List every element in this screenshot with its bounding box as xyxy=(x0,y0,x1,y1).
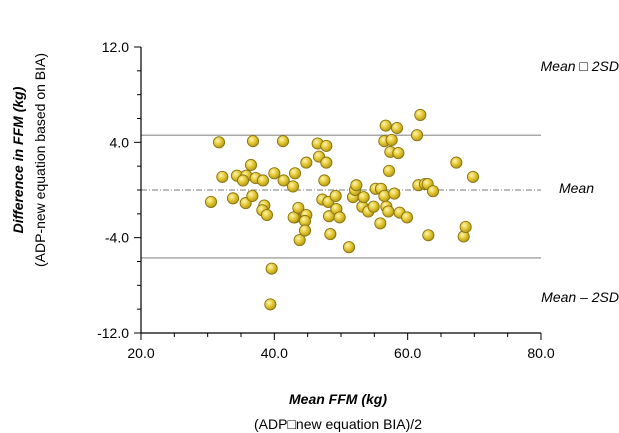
data-point xyxy=(382,164,396,177)
mean-line-label: Mean xyxy=(559,180,594,196)
x-tick-label: 20.0 xyxy=(127,345,154,361)
data-point xyxy=(388,187,401,200)
data-point xyxy=(382,205,395,218)
data-point xyxy=(265,262,278,275)
axes: 12.0 4.0 -4.0 -12.0 20.0 40.0 60.0 80.0 xyxy=(97,39,555,361)
data-point xyxy=(264,298,277,311)
data-point xyxy=(385,133,398,146)
data-point xyxy=(466,170,480,183)
data-point xyxy=(292,201,305,214)
y-axis-title: Difference in FFM (kg) xyxy=(10,86,26,233)
data-point xyxy=(374,217,387,230)
data-point xyxy=(450,156,463,169)
x-tick-label: 60.0 xyxy=(394,345,421,361)
y-tick-label: -12.0 xyxy=(97,325,129,341)
data-point xyxy=(216,170,229,183)
data-point xyxy=(212,136,226,149)
y-tick-label: 12.0 xyxy=(102,39,129,55)
data-point xyxy=(400,211,414,224)
data-point xyxy=(287,211,300,224)
data-point xyxy=(367,200,380,213)
data-point xyxy=(459,220,472,233)
data-point xyxy=(410,129,424,142)
data-point xyxy=(226,192,240,205)
data-point xyxy=(293,233,306,247)
data-point xyxy=(324,228,337,241)
data-point xyxy=(300,156,313,169)
data-point xyxy=(256,174,270,187)
x-axis-subtitle: (ADP□new equation BIA)/2 xyxy=(254,416,422,432)
y-tick-label: -4.0 xyxy=(105,230,129,246)
lower-limit-label: Mean – 2SD xyxy=(541,289,619,305)
data-point xyxy=(350,179,363,192)
data-point xyxy=(320,156,333,169)
data-point xyxy=(357,191,370,204)
data-point xyxy=(422,229,435,242)
data-point xyxy=(204,195,218,208)
x-tick-label: 40.0 xyxy=(261,345,288,361)
data-point xyxy=(260,208,274,222)
data-point xyxy=(320,139,333,152)
y-axis-subtitle: (ADP-new equation based on BIA) xyxy=(32,53,48,267)
data-point xyxy=(378,189,391,203)
data-point xyxy=(342,241,356,254)
data-point xyxy=(392,147,405,160)
data-point xyxy=(298,224,312,237)
x-axis-title: Mean FFM (kg) xyxy=(289,391,387,407)
data-point xyxy=(268,167,281,180)
data-point xyxy=(333,211,346,224)
data-point xyxy=(414,108,427,121)
data-point xyxy=(318,174,331,187)
data-point xyxy=(390,121,404,135)
data-point xyxy=(379,119,392,132)
data-point xyxy=(329,189,342,203)
data-point xyxy=(286,180,300,193)
y-tick-label: 4.0 xyxy=(110,134,130,150)
data-point xyxy=(276,135,290,148)
data-point xyxy=(244,158,258,172)
upper-limit-label: Mean □ 2SD xyxy=(541,58,619,74)
data-point xyxy=(246,189,259,203)
data-point xyxy=(288,167,302,180)
data-points xyxy=(204,108,480,311)
data-point xyxy=(426,185,440,198)
data-point xyxy=(246,135,260,148)
reference-lines xyxy=(141,134,541,259)
data-point xyxy=(277,174,290,187)
data-point xyxy=(236,174,250,187)
x-tick-label: 80.0 xyxy=(527,345,554,361)
